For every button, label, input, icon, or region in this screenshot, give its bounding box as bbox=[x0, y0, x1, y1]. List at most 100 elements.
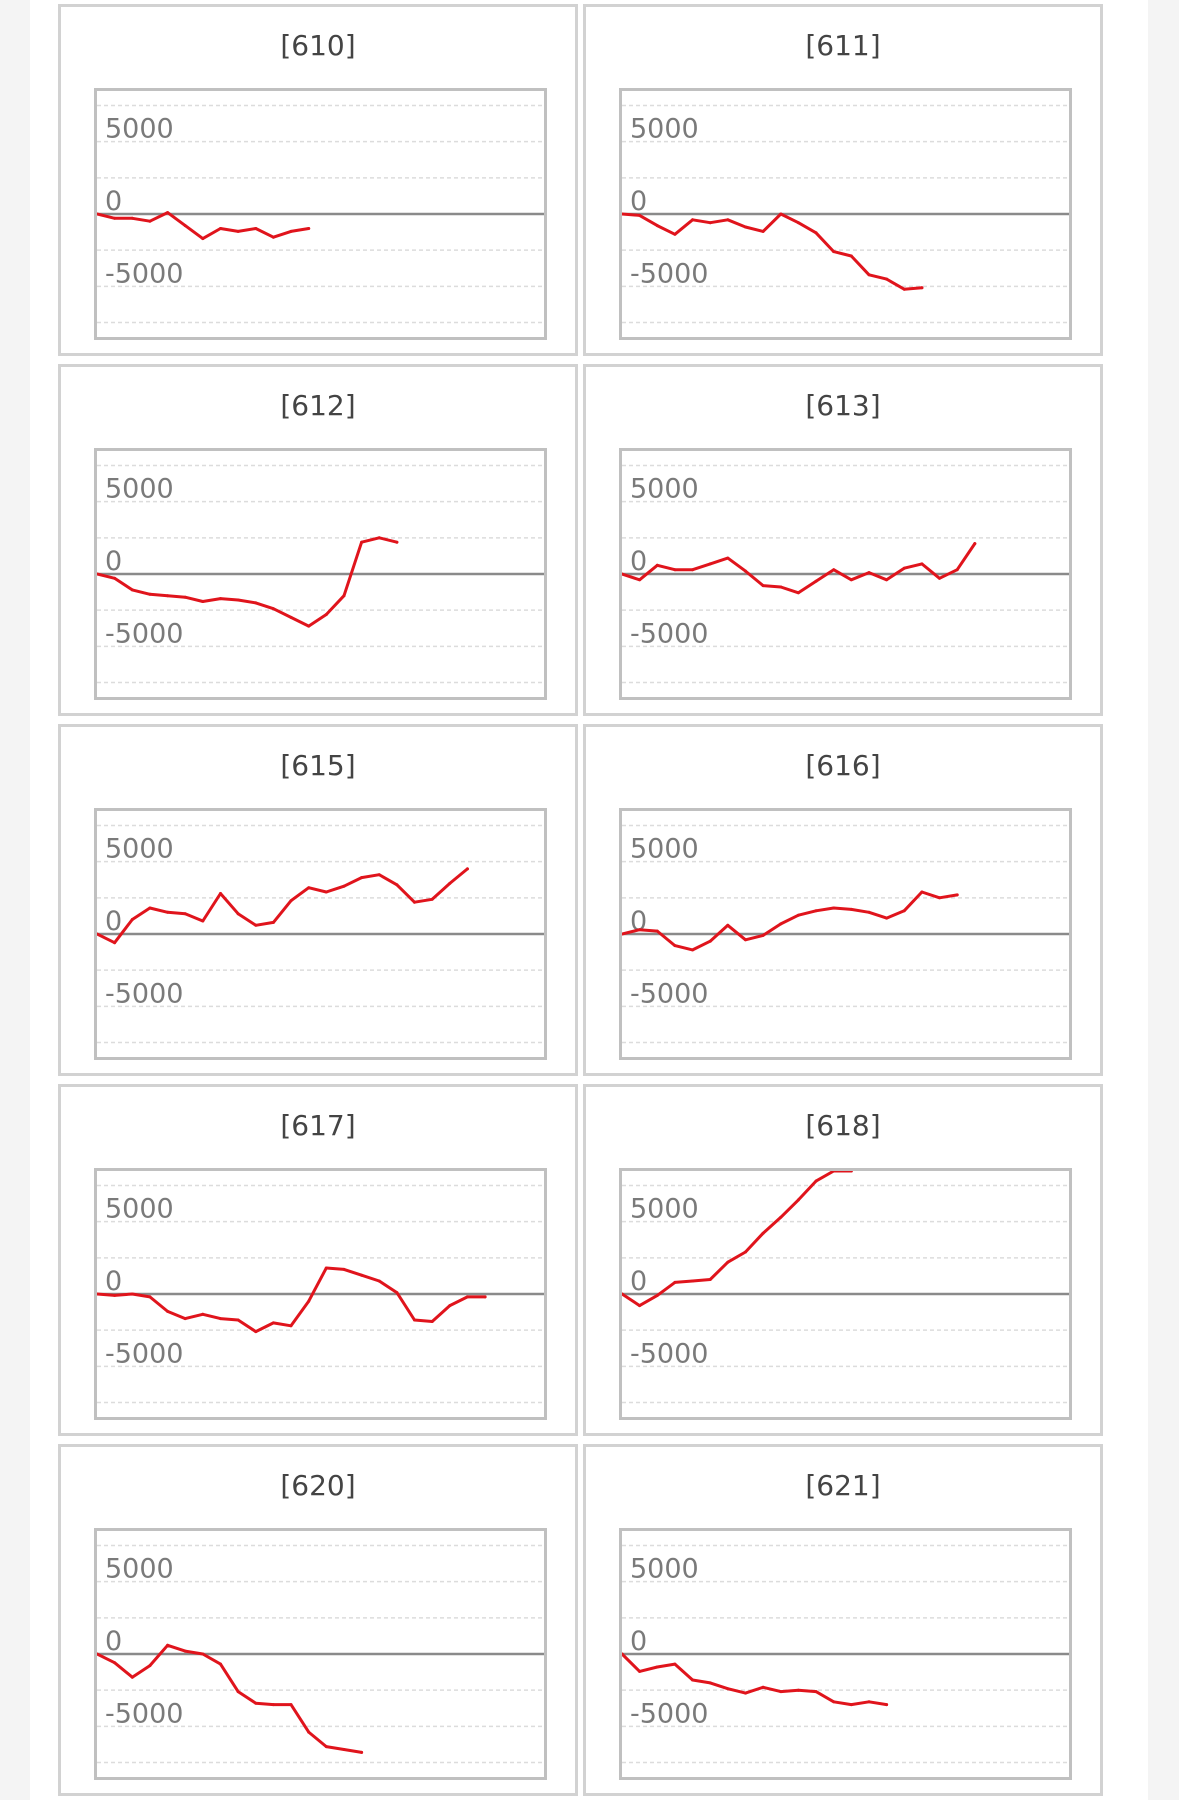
data-point bbox=[148, 906, 152, 910]
data-point bbox=[761, 229, 765, 233]
data-point bbox=[254, 227, 258, 230]
y-tick-label: 0 bbox=[630, 1266, 647, 1297]
data-point bbox=[885, 277, 889, 281]
data-point bbox=[113, 1661, 117, 1665]
data-point bbox=[236, 598, 240, 602]
data-point bbox=[761, 933, 765, 937]
y-tick-label: 5000 bbox=[105, 1554, 174, 1585]
data-point bbox=[289, 1324, 293, 1328]
data-point bbox=[219, 597, 222, 601]
chart-title: [617] bbox=[280, 1109, 356, 1142]
chart-panel: [611] 5000 0 -5000 bbox=[583, 4, 1103, 356]
data-point bbox=[219, 892, 222, 895]
data-point bbox=[796, 1688, 800, 1692]
data-point bbox=[271, 235, 275, 239]
data-point bbox=[849, 254, 853, 258]
data-point bbox=[342, 1748, 346, 1751]
data-point bbox=[849, 578, 853, 582]
data-point bbox=[271, 1321, 275, 1325]
y-tick-label: 0 bbox=[105, 1266, 122, 1297]
data-point bbox=[920, 286, 924, 290]
data-point bbox=[708, 221, 712, 225]
data-point bbox=[673, 232, 677, 236]
data-point bbox=[638, 578, 642, 582]
y-tick-label: 5000 bbox=[105, 114, 174, 145]
y-tick-label: 5000 bbox=[630, 834, 699, 865]
data-point bbox=[673, 568, 677, 572]
data-point bbox=[673, 1662, 677, 1666]
chart-title: [618] bbox=[805, 1109, 881, 1142]
data-point bbox=[271, 920, 275, 924]
y-tick-label: 0 bbox=[630, 546, 647, 577]
chart-panel: [610] 5000 0 -5000 bbox=[58, 4, 578, 356]
y-tick-label: 0 bbox=[105, 546, 122, 577]
data-point bbox=[832, 906, 836, 910]
data-point bbox=[148, 219, 152, 223]
data-point bbox=[779, 585, 783, 589]
chart-title: [616] bbox=[805, 749, 881, 782]
chart-panel: [615] 5000 0 -5000 bbox=[58, 724, 578, 1076]
data-point bbox=[201, 237, 205, 241]
chart-title: [610] bbox=[280, 29, 356, 62]
data-point bbox=[130, 1675, 134, 1679]
data-point bbox=[796, 591, 800, 595]
data-point bbox=[638, 1304, 642, 1308]
data-point bbox=[130, 216, 134, 220]
chart-panel: [618] 5000 0 -5000 bbox=[583, 1084, 1103, 1436]
data-point bbox=[166, 910, 170, 914]
data-point bbox=[342, 884, 346, 888]
y-tick-label: 0 bbox=[630, 186, 647, 217]
data-point bbox=[885, 916, 889, 920]
data-point bbox=[726, 1260, 730, 1264]
data-point bbox=[219, 1662, 222, 1666]
plot-area: 5000 0 -5000 bbox=[94, 448, 547, 700]
data-point bbox=[183, 912, 187, 916]
data-point bbox=[97, 572, 99, 576]
chart-panel: [617] 5000 0 -5000 bbox=[58, 1084, 578, 1436]
data-point bbox=[97, 212, 99, 216]
chart-title: [621] bbox=[805, 1469, 881, 1502]
y-tick-label: -5000 bbox=[105, 1338, 183, 1369]
data-point bbox=[448, 1304, 452, 1308]
chart-panel: [620] 5000 0 -5000 bbox=[58, 1444, 578, 1796]
y-tick-label: 5000 bbox=[630, 1554, 699, 1585]
y-tick-label: 5000 bbox=[630, 1194, 699, 1225]
data-point bbox=[271, 607, 275, 611]
chart-page: [610] 5000 0 -5000 [611] 5000 0 -5000 [612] 5000 0… bbox=[30, 0, 1148, 1800]
chart-title: [611] bbox=[805, 29, 881, 62]
data-point bbox=[342, 1267, 346, 1271]
data-point bbox=[377, 536, 381, 540]
data-point bbox=[430, 1320, 434, 1323]
plot-area: 5000 0 -5000 bbox=[619, 448, 1072, 700]
data-point bbox=[148, 1295, 152, 1299]
data-point bbox=[796, 913, 800, 917]
data-point bbox=[166, 1643, 170, 1647]
data-point bbox=[307, 227, 311, 230]
chart-panel: [613] 5000 0 -5000 bbox=[583, 364, 1103, 716]
data-point bbox=[395, 540, 399, 544]
data-point bbox=[655, 1665, 659, 1669]
plot-area: 5000 0 -5000 bbox=[619, 1528, 1072, 1780]
data-point bbox=[324, 890, 328, 894]
data-point bbox=[413, 900, 416, 904]
data-point bbox=[430, 897, 434, 901]
data-point bbox=[796, 1198, 800, 1202]
data-point bbox=[638, 928, 642, 932]
data-point bbox=[955, 893, 959, 897]
data-point bbox=[726, 923, 730, 927]
data-point bbox=[867, 273, 871, 277]
data-point bbox=[638, 213, 642, 217]
data-point bbox=[113, 576, 117, 580]
data-point bbox=[307, 886, 311, 890]
data-point bbox=[183, 1317, 187, 1321]
data-point bbox=[814, 1179, 818, 1183]
data-point bbox=[691, 1279, 695, 1283]
y-tick-label: 5000 bbox=[105, 834, 174, 865]
series-line bbox=[622, 212, 924, 291]
data-point bbox=[148, 592, 152, 596]
